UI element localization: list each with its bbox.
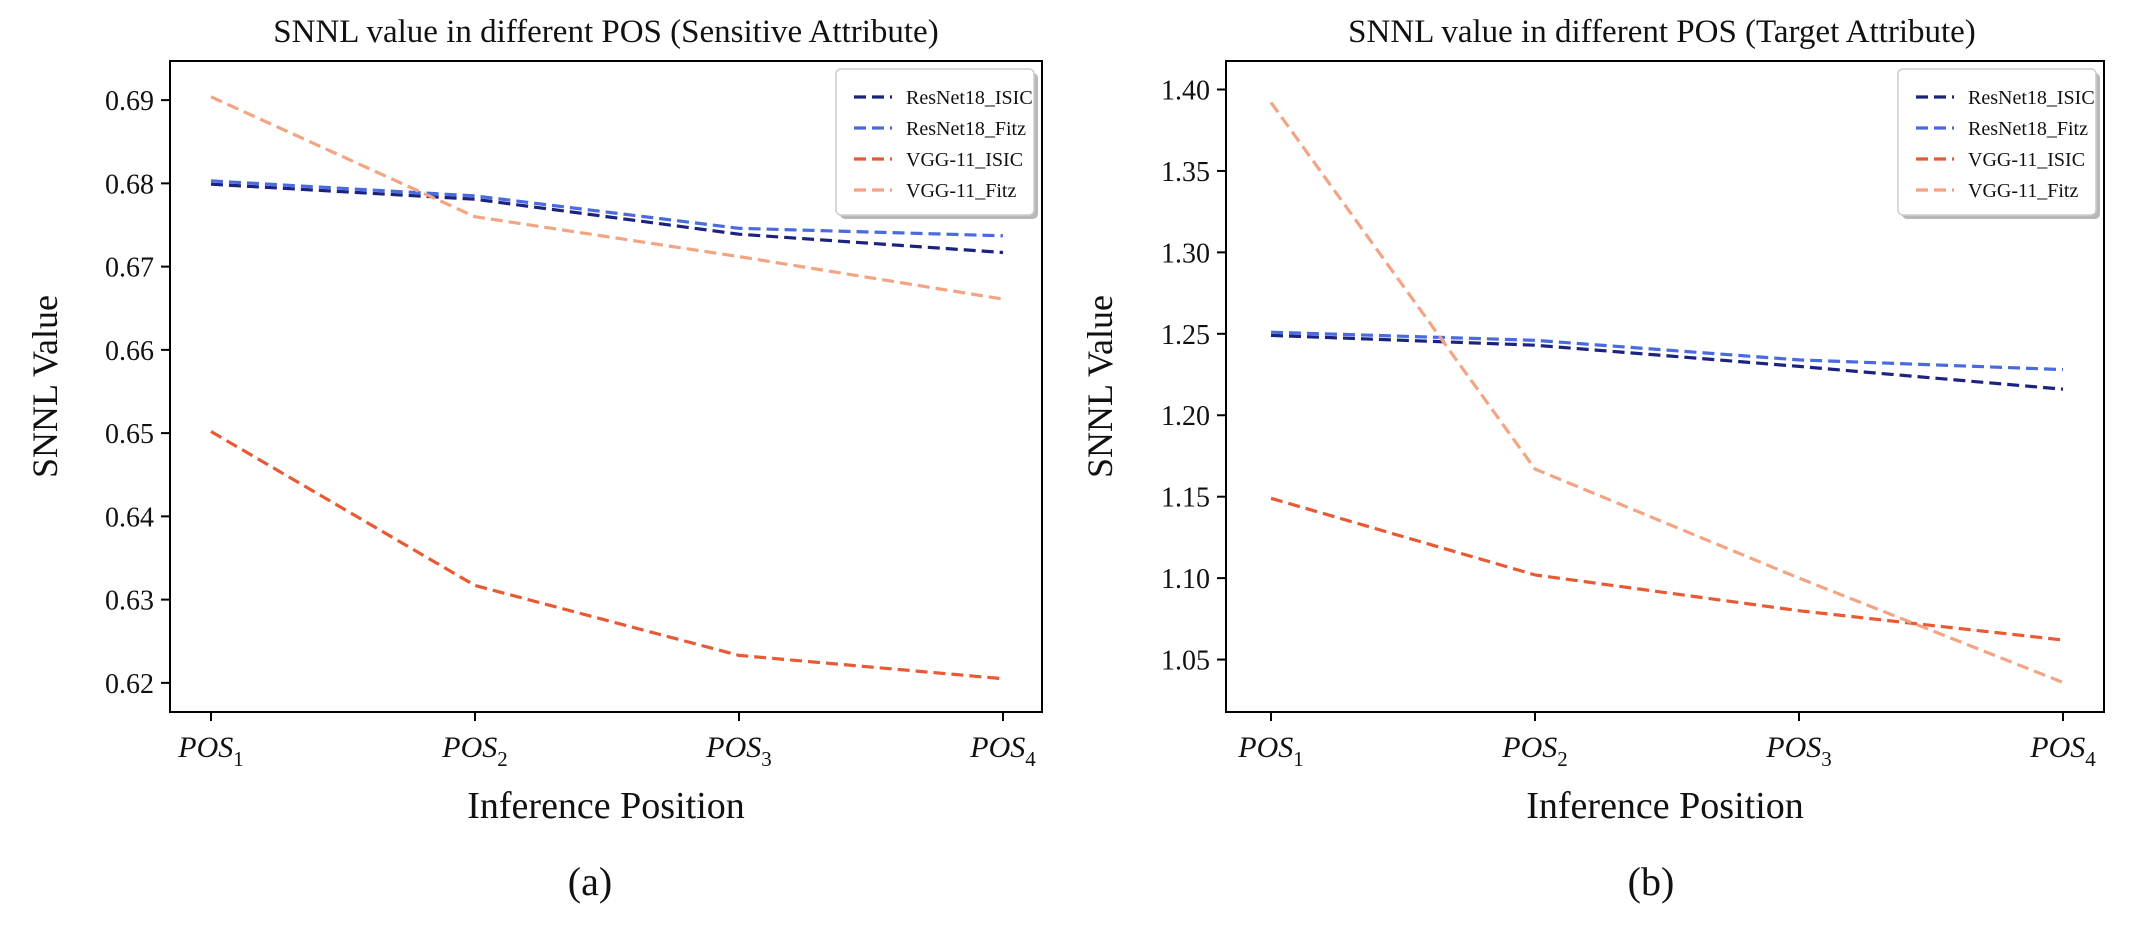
panel-a-legend-label: VGG-11_Fitz [906,180,1016,202]
panel-a-x-tick-label: POS3 [705,731,772,771]
panel-b-y-tick-label: 1.10 [1161,564,1210,595]
panel-b-x-tick-base: POS [1237,731,1293,764]
panel-b-legend-label: ResNet18_Fitz [1968,118,2088,140]
panel-b-x-tick-subscript: 2 [1557,747,1568,771]
panel-b-x-tick-base: POS [2029,731,2085,764]
panel-b-series-line-resnet18-fitz [1270,330,2064,372]
panel-b-series-line-vgg-11-fitz [1269,101,2064,684]
panel-a-legend-label: ResNet18_ISIC [906,87,1033,109]
panel-b-x-axis-label: Inference Position [1526,785,1804,827]
panel-b-x-tick-subscript: 3 [1821,747,1832,771]
panel-a-legend-label: VGG-11_ISIC [906,149,1023,171]
panel-b-axes-frame [1225,60,2105,713]
panel-a-x-tick-base: POS [705,731,761,764]
panel-b-legend-label: ResNet18_ISIC [1968,87,2095,109]
panel-b-y-tick-label: 1.35 [1161,157,1210,188]
panel-b-x-tick-subscript: 1 [1293,747,1304,771]
panel-a-chart-title: SNNL value in different POS (Sensitive A… [273,14,938,50]
panel-a-x-tick-subscript: 4 [1025,747,1036,771]
panel-b-y-tick-label: 1.30 [1161,238,1210,269]
panel-a-x-tick-subscript: 3 [761,747,772,771]
panel-a-series-line-resnet18-isic [210,182,1004,255]
panel-a-x-tick-subscript: 1 [233,747,244,771]
panel-b-y-tick-label: 1.05 [1161,646,1210,677]
panel-b-x-tick-label: POS3 [1765,731,1832,771]
panel-b-legend-box [1897,68,2097,216]
panel-a-panel-caption: (a) [568,859,612,904]
panel-a-y-tick-label: 0.64 [105,502,154,533]
panel-b-panel-caption: (b) [1628,859,1675,904]
panel-a-legend: ResNet18_ISIC ResNet18_Fitz VGG-11_ISIC VGG… [835,68,1038,219]
panel-b: SNNL value in different POS (Target Attr… [1080,14,2105,904]
panel-a-x-tick-base: POS [177,731,233,764]
panel-b-x-tick-subscript: 4 [2085,747,2096,771]
panel-b-x-tick-label: POS2 [1501,731,1568,771]
panel-a-x-tick-label: POS1 [177,731,244,771]
panel-a-y-tick-label: 0.63 [105,586,154,617]
panel-a-x-axis-label: Inference Position [467,785,745,827]
panel-a-legend-box [835,68,1035,216]
panel-a-axes-frame [169,60,1043,713]
panel-a-x-tick-subscript: 2 [497,747,508,771]
panel-b-y-tick-label: 1.25 [1161,320,1210,351]
panel-a-y-axis-label: SNNL Value [25,295,65,478]
panel-a-series-line-vgg-11-fitz [210,95,1004,301]
panel-a-y-tick-label: 0.65 [105,419,154,450]
panel-a-y-tick-label: 0.68 [105,169,154,200]
panel-b-legend-label: VGG-11_ISIC [1968,149,2085,171]
panel-b-legend: ResNet18_ISIC ResNet18_Fitz VGG-11_ISIC VGG… [1897,68,2100,219]
panel-a-series-line-vgg-11-isic [210,430,1004,681]
panel-b-series-line-vgg-11-isic [1270,496,2064,642]
panel-b-series-line-resnet18-isic [1270,333,2064,391]
panel-a-y-tick-label: 0.62 [105,669,154,700]
panel-a-x-tick-base: POS [441,731,497,764]
panel-a-x-tick-base: POS [969,731,1025,764]
panel-a-x-tick-label: POS2 [441,731,508,771]
panel-a-x-tick-label: POS4 [969,731,1036,771]
panel-b-x-tick-base: POS [1501,731,1557,764]
panel-b-y-tick-label: 1.15 [1161,483,1210,514]
panel-b-y-tick-label: 1.40 [1161,76,1210,107]
panel-a-legend-label: ResNet18_Fitz [906,118,1026,140]
panel-b-x-tick-label: POS4 [2029,731,2096,771]
panel-a-y-tick-label: 0.69 [105,86,154,117]
panel-a-y-tick-label: 0.66 [105,336,154,367]
panel-a-series-line-resnet18-fitz [210,179,1004,238]
panel-a-y-tick-label: 0.67 [105,253,154,284]
panel-b-y-tick-label: 1.20 [1161,401,1210,432]
panel-b-x-tick-label: POS1 [1237,731,1304,771]
panel-b-y-axis-label: SNNL Value [1080,295,1120,478]
panel-b-legend-label: VGG-11_Fitz [1968,180,2078,202]
panel-b-chart-title: SNNL value in different POS (Target Attr… [1348,14,1976,50]
panel-a: SNNL value in different POS (Sensitive A… [25,14,1043,904]
panel-b-x-tick-base: POS [1765,731,1821,764]
